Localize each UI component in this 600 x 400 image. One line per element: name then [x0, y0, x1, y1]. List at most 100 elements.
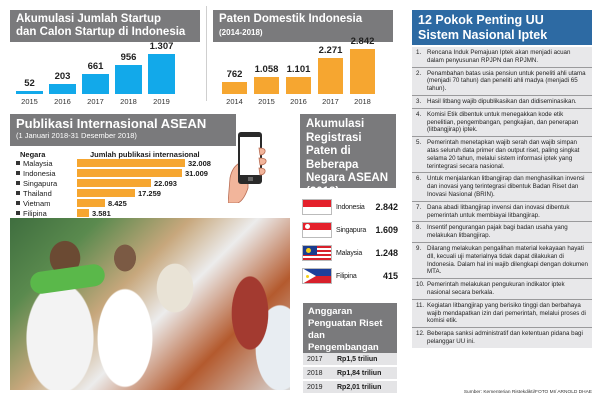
- bar-year: 2016: [290, 97, 307, 106]
- point-item: 3. Hasil litbang wajib dipublikasikan dan…: [412, 95, 592, 109]
- startup-title-line2: dan Calon Startup di Indonesia: [16, 26, 186, 38]
- philippines-flag-icon: [302, 268, 332, 284]
- budget-row: 2018 Rp1,84 triliun: [303, 367, 397, 380]
- point-number: 2.: [416, 69, 422, 77]
- points-title: 12 Pokok Penting UU Sistem Nasional Ipte…: [412, 10, 592, 45]
- publication-row: Thailand 17.259: [16, 188, 161, 198]
- bar: [254, 77, 279, 94]
- bar-value: 1.307: [149, 41, 174, 52]
- bar-value: 203: [54, 71, 71, 82]
- bar-year: 2018: [120, 97, 137, 106]
- patent-bar-chart: 762 2014 1.058 2015 1.101 2016 2.271 2017 2.…: [222, 36, 397, 106]
- bar-year: 2014: [226, 97, 243, 106]
- point-item: 6. Untuk menjalankan litbangjirap dan men…: [412, 173, 592, 202]
- bar-value: 2.842: [350, 36, 375, 47]
- registration-row: Filipina 415: [302, 268, 398, 284]
- bar-2015: 1.058 2015: [254, 64, 279, 106]
- bullet-icon: [16, 191, 20, 195]
- bullet-icon: [16, 201, 20, 205]
- registration-title: Akumulasi Registrasi Paten di Beberapa N…: [300, 114, 396, 198]
- country: Filipina: [336, 272, 357, 280]
- bar: [82, 74, 109, 94]
- budget-row: 2019 Rp2,01 triliun: [303, 381, 397, 394]
- publication-row: Indonesia 31.009: [16, 168, 208, 178]
- value: 1.609: [375, 225, 398, 235]
- value: 17.259: [138, 188, 161, 198]
- bar: [77, 209, 89, 217]
- value: 22.093: [154, 178, 177, 188]
- bar: [286, 77, 311, 94]
- indonesia-flag-icon: [302, 199, 332, 215]
- bar: [350, 49, 375, 94]
- bar-value: 762: [226, 69, 243, 80]
- point-text: Untuk menjalankan litbangjirap dan mengh…: [427, 175, 585, 198]
- point-number: 6.: [416, 175, 422, 183]
- points-list: 1. Rencana Induk Pemajuan Iptek akan menj…: [412, 47, 592, 348]
- malaysia-flag-icon: [302, 245, 332, 261]
- registration-row: Singapura 1.609: [302, 222, 398, 238]
- bar-value: 1.058: [254, 64, 279, 75]
- year: 2017: [307, 355, 323, 363]
- bar: [222, 82, 247, 94]
- value: 31.009: [185, 168, 208, 178]
- bar-year: 2017: [87, 97, 104, 106]
- point-number: 7.: [416, 203, 422, 211]
- bar: [318, 58, 343, 94]
- point-number: 8.: [416, 224, 422, 232]
- registration-row: Indonesia 2.842: [302, 199, 398, 215]
- bar-year: 2015: [21, 97, 38, 106]
- bar-2014: 762 2014: [222, 69, 247, 106]
- point-item: 9. Dilarang melakukan pengalihan material…: [412, 242, 592, 280]
- value: 32.008: [188, 158, 211, 168]
- point-item: 4. Komisi Etik dibentuk untuk menegakkan …: [412, 108, 592, 138]
- bullet-icon: [16, 211, 20, 215]
- country: Thailand: [23, 188, 52, 198]
- budget-row: 2017 Rp1,5 triliun: [303, 353, 397, 366]
- point-item: 8. Insentif pengurangan pajak bagi badan …: [412, 222, 592, 243]
- country: Vietnam: [23, 198, 51, 208]
- bar-year: 2019: [153, 97, 170, 106]
- value: 8.425: [108, 198, 127, 208]
- point-item: 1. Rencana Induk Pemajuan Iptek akan menj…: [412, 47, 592, 68]
- point-number: 1.: [416, 49, 422, 56]
- startup-bar-chart: 52 2015 203 2016 661 2017 956 2018 1.307 2019: [16, 41, 201, 106]
- point-number: 10.: [416, 281, 425, 289]
- point-item: 11. Kegiatan litbangjirap yang berisiko t…: [412, 299, 592, 329]
- value: 2.842: [375, 202, 398, 212]
- country: Indonesia: [23, 168, 56, 178]
- hand-holding-phone-icon: [228, 132, 267, 203]
- publication-row: Singapura 22.093: [16, 178, 177, 188]
- point-item: 10. Pemerintah melakukan pengukuran indik…: [412, 279, 592, 300]
- bar-year: 2018: [354, 97, 371, 106]
- bar: [16, 91, 43, 94]
- year: 2018: [307, 369, 323, 377]
- year: 2019: [307, 383, 323, 391]
- point-text: Insentif pengurangan pajak bagi badan us…: [427, 224, 568, 240]
- bar-value: 661: [87, 61, 104, 72]
- point-item: 7. Dana abadi litbangjirap invensi dan in…: [412, 201, 592, 223]
- country: Filipina: [23, 208, 47, 218]
- publication-row: Filipina 3.581: [16, 208, 111, 218]
- bar-2018: 2.842 2018: [350, 36, 375, 106]
- point-number: 11.: [416, 301, 425, 309]
- bar-year: 2016: [54, 97, 71, 106]
- bar-2018: 956 2018: [115, 52, 142, 106]
- bar: [148, 54, 175, 94]
- bar: [77, 189, 135, 197]
- publication-title-text: Publikasi Internasional ASEAN: [16, 116, 207, 131]
- point-text: Beberapa sanksi administratif dan ketent…: [427, 330, 583, 345]
- bar-2017: 661 2017: [82, 61, 109, 106]
- bar: [77, 179, 151, 187]
- budget-title: Anggaran Penguatan Riset dan Pengembanga…: [303, 303, 397, 353]
- bar-2019: 1.307 2019: [148, 41, 175, 106]
- country: Malaysia: [23, 158, 53, 168]
- column-country: Negara: [20, 150, 46, 159]
- point-text: Hasil litbang wajib dipublikasikan dan d…: [427, 97, 577, 105]
- point-number: 5.: [416, 139, 422, 147]
- bullet-icon: [16, 171, 20, 175]
- bar-value: 2.271: [318, 45, 343, 56]
- country: Singapura: [23, 178, 58, 188]
- photo-content: [10, 218, 290, 390]
- point-number: 12.: [416, 330, 425, 338]
- bar-2016: 203 2016: [49, 71, 76, 106]
